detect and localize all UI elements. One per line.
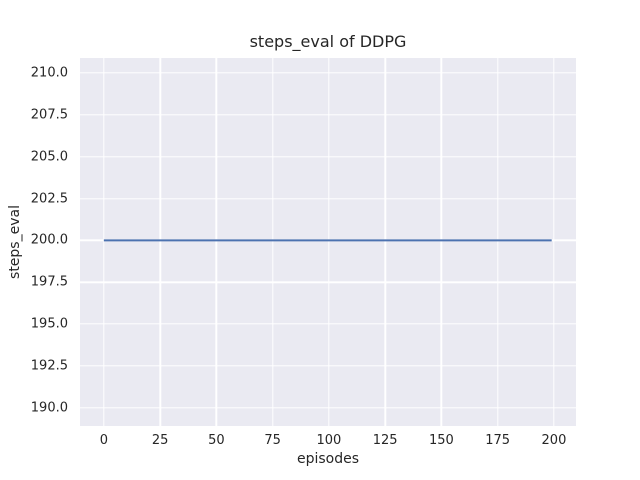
x-tick-label: 125 — [372, 433, 398, 448]
y-axis-label: steps_eval — [7, 205, 23, 279]
x-tick-label: 25 — [151, 433, 169, 448]
x-gridline — [271, 58, 274, 426]
x-gridline — [215, 58, 218, 426]
x-tick-label: 50 — [208, 433, 225, 448]
x-gridline — [496, 58, 499, 426]
x-tick-label: 200 — [541, 433, 567, 448]
y-tick-label: 192.5 — [30, 358, 68, 374]
x-gridline — [103, 58, 105, 426]
y-gridline — [80, 406, 576, 409]
y-tick-label: 197.5 — [30, 274, 68, 290]
y-gridline — [80, 281, 576, 283]
x-tick-label: 0 — [99, 433, 108, 448]
y-gridline — [80, 323, 576, 325]
y-tick-label: 207.5 — [30, 107, 68, 123]
y-gridline — [80, 197, 576, 200]
y-tick-label: 190.0 — [30, 400, 68, 416]
x-tick-label: 75 — [264, 433, 281, 448]
x-tick-label: 150 — [429, 433, 454, 448]
plot-area: 0 25 50 75 100 125 150 175 200 190.0 192.5 195.0 197… — [31, 58, 576, 447]
chart-title: steps_eval of DDPG — [249, 32, 407, 51]
y-tick-label: 210.0 — [30, 65, 68, 81]
y-gridline — [80, 72, 576, 74]
y-tick-label: 200.0 — [30, 232, 68, 248]
x-axis-label: episodes — [296, 451, 360, 467]
y-gridline — [80, 365, 576, 367]
x-gridline — [553, 58, 555, 426]
x-gridline — [384, 58, 386, 426]
y-tick-label: 202.5 — [30, 191, 68, 206]
x-gridline — [159, 58, 161, 426]
series-plot — [80, 58, 576, 426]
y-gridline — [80, 114, 576, 116]
x-tick-label: 100 — [316, 433, 342, 448]
x-tick-label: 175 — [485, 433, 511, 448]
y-tick-label: 195.0 — [30, 316, 68, 332]
y-tick-label: 205.0 — [30, 149, 68, 165]
y-gridline — [80, 155, 576, 158]
x-gridline — [328, 58, 330, 426]
x-gridline — [440, 58, 443, 426]
